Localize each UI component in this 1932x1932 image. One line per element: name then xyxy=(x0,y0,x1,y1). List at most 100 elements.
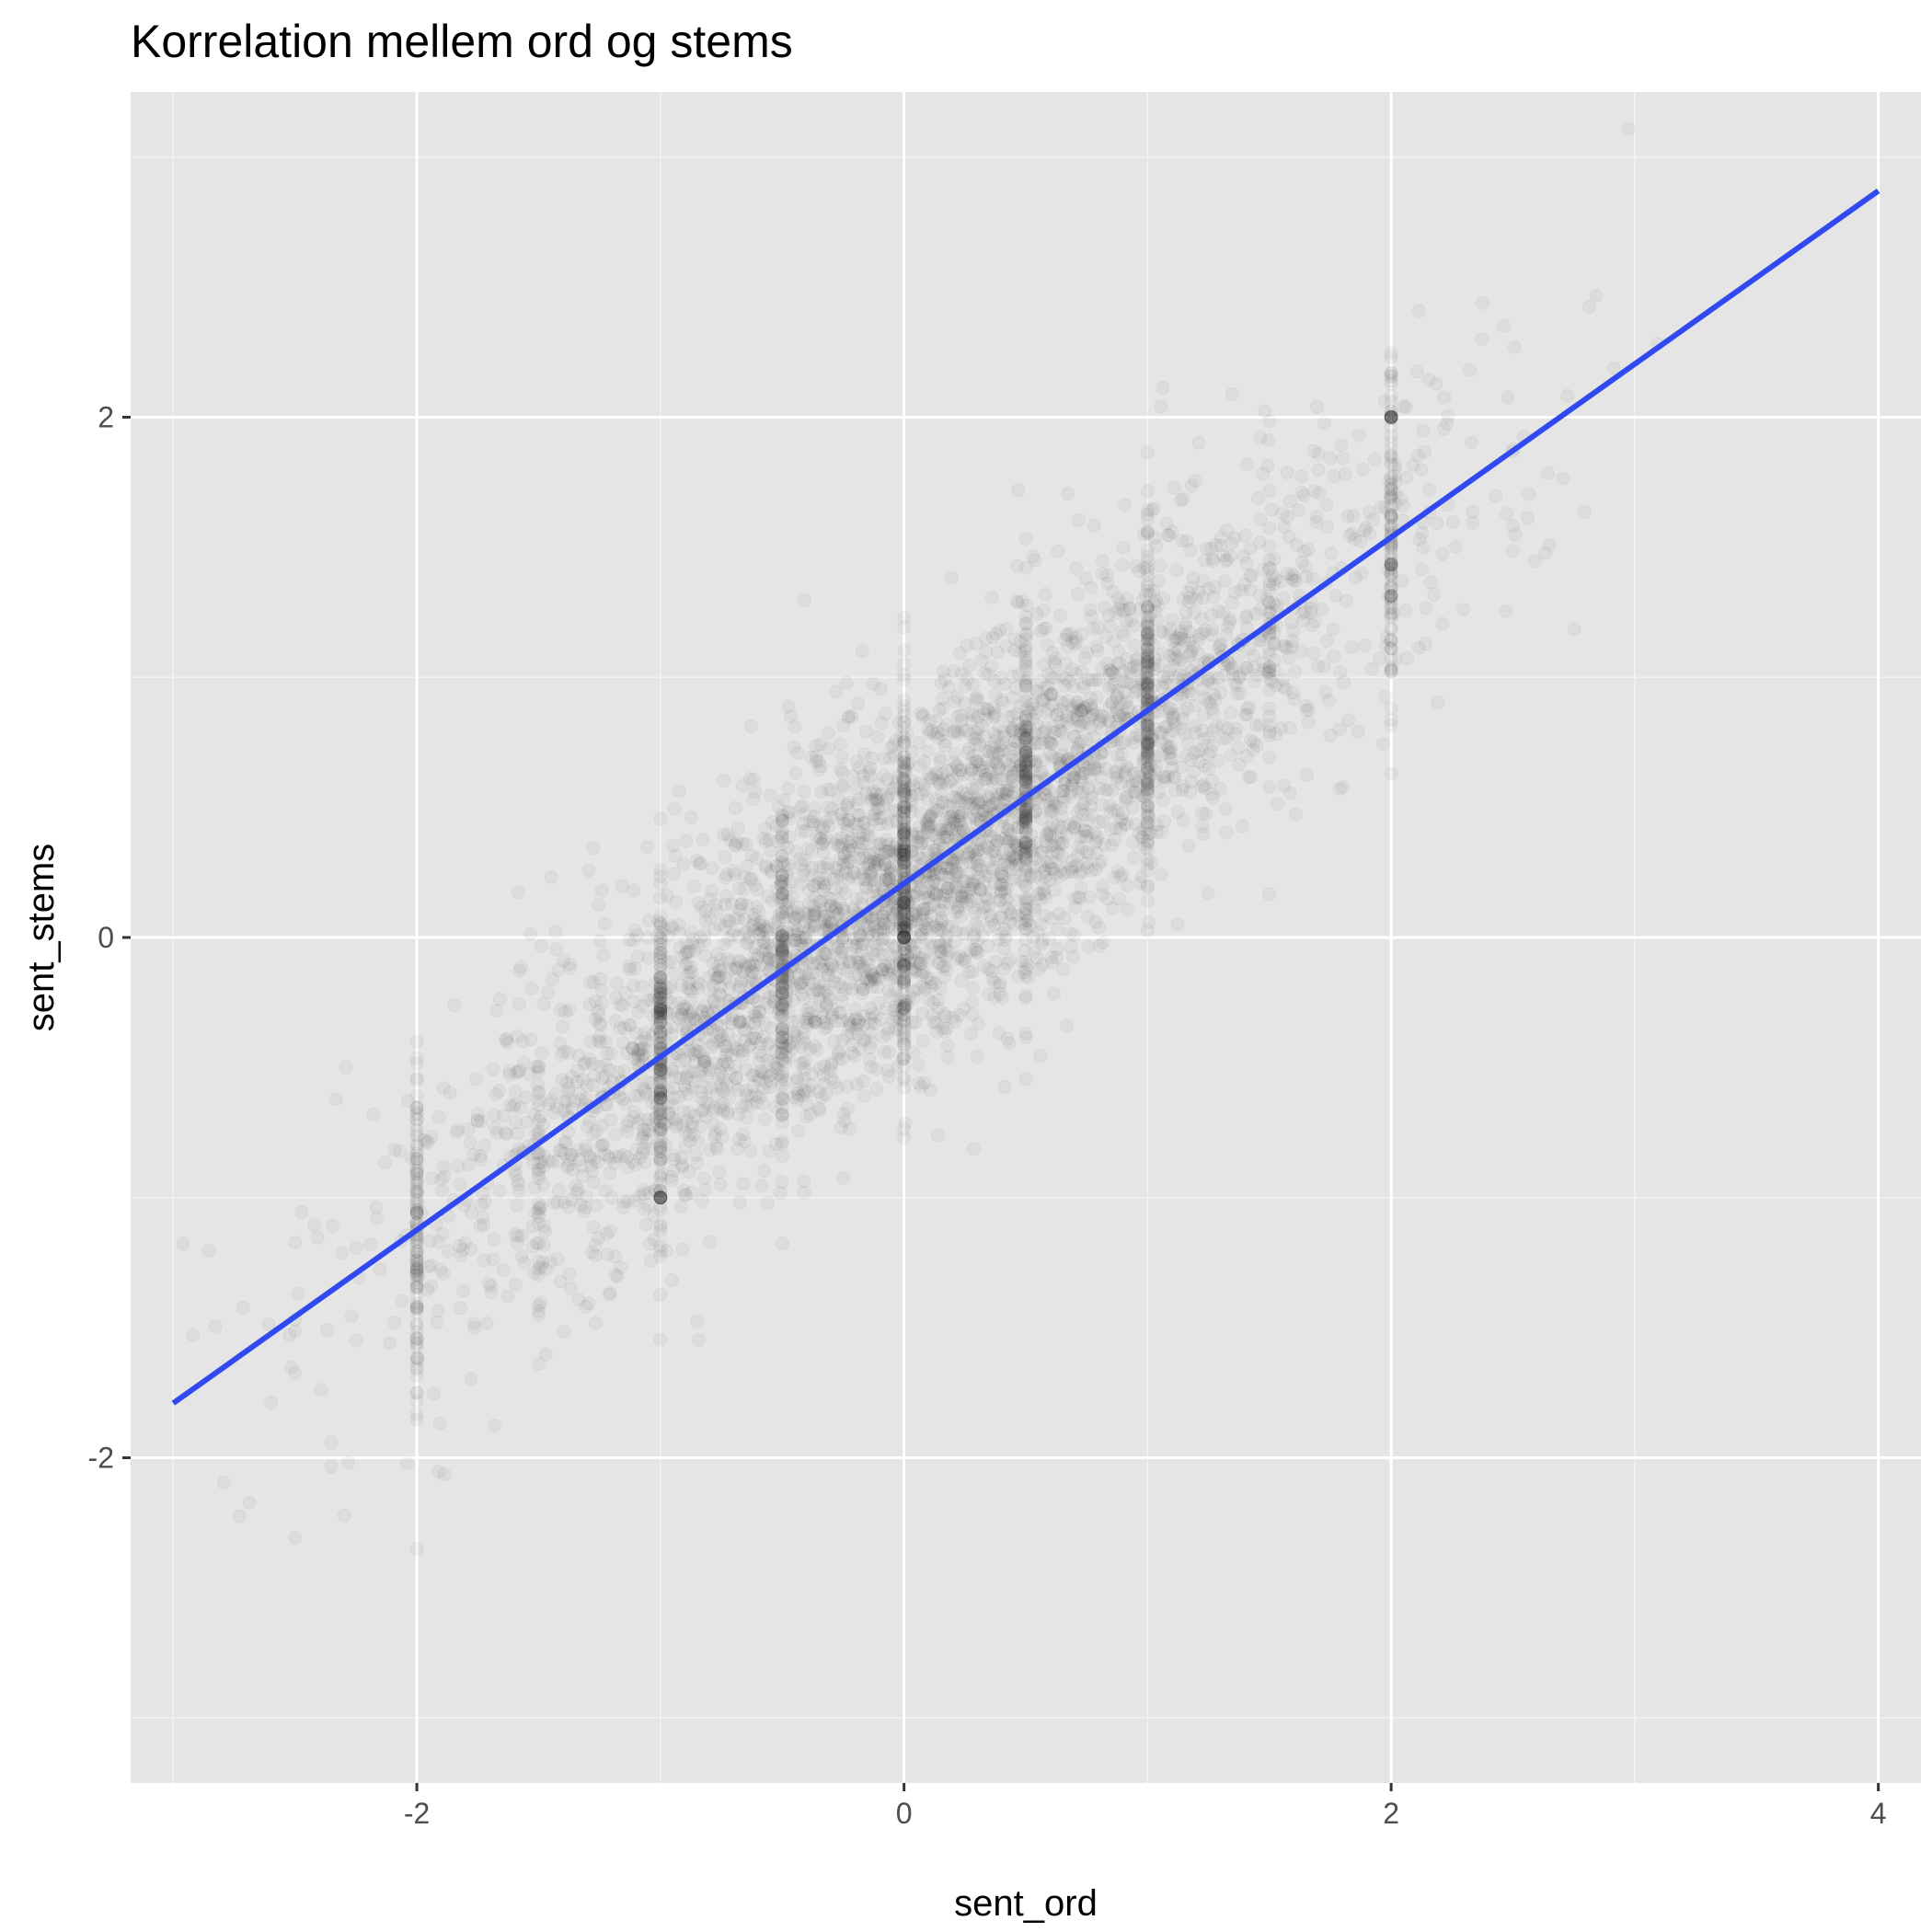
scatter-point xyxy=(399,1456,414,1470)
scatter-point xyxy=(1056,790,1071,805)
scatter-point xyxy=(409,1073,424,1087)
scatter-point xyxy=(288,1530,303,1545)
scatter-point xyxy=(1018,955,1033,970)
scatter-point xyxy=(1026,809,1041,823)
scatter-point xyxy=(1162,746,1177,761)
scatter-point xyxy=(942,775,957,789)
scatter-point xyxy=(616,1036,631,1050)
scatter-point xyxy=(890,913,903,927)
scatter-point xyxy=(1384,455,1398,469)
scatter-point xyxy=(1338,466,1352,481)
scatter-point xyxy=(453,1177,467,1191)
scatter-point xyxy=(1041,638,1054,652)
scatter-point xyxy=(1042,746,1057,761)
scatter-point xyxy=(433,1262,448,1277)
scatter-point xyxy=(963,866,978,880)
scatter-point xyxy=(997,677,1012,691)
scatter-point xyxy=(754,1179,769,1193)
scatter-point xyxy=(1239,749,1254,764)
scatter-point xyxy=(1076,796,1091,811)
scatter-point xyxy=(1019,914,1034,928)
scatter-point xyxy=(1112,891,1127,906)
scatter-point xyxy=(823,783,838,797)
scatter-point xyxy=(1100,891,1115,906)
scatter-point xyxy=(897,1081,912,1096)
scatter-point xyxy=(409,1202,424,1216)
scatter-point xyxy=(709,971,723,985)
scatter-point xyxy=(1018,749,1033,764)
scatter-point xyxy=(592,934,607,949)
scatter-point xyxy=(653,1202,668,1217)
scatter-point xyxy=(807,904,822,919)
scatter-point xyxy=(788,766,803,780)
scatter-point xyxy=(774,1074,788,1088)
scatter-point xyxy=(653,1332,668,1347)
scatter-point xyxy=(821,861,835,876)
scatter-point xyxy=(798,1053,812,1068)
scatter-point xyxy=(1501,390,1515,405)
scatter-point xyxy=(536,1238,551,1252)
scatter-point xyxy=(572,1152,587,1167)
scatter-point xyxy=(776,934,791,949)
scatter-point xyxy=(1017,842,1031,857)
scatter-point xyxy=(903,915,917,929)
scatter-point xyxy=(921,884,936,899)
scatter-point xyxy=(814,951,829,966)
scatter-point xyxy=(916,951,931,966)
scatter-point xyxy=(1219,730,1234,745)
scatter-point xyxy=(1196,591,1211,605)
scatter-point xyxy=(1310,509,1324,523)
scatter-point xyxy=(1023,705,1038,719)
scatter-point xyxy=(537,1219,552,1234)
scatter-point xyxy=(903,937,916,951)
scatter-point xyxy=(880,792,894,807)
scatter-point xyxy=(1018,641,1033,656)
scatter-point xyxy=(1140,809,1155,823)
scatter-point xyxy=(897,848,912,863)
scatter-point xyxy=(781,781,796,796)
scatter-point xyxy=(897,845,912,859)
scatter-point xyxy=(1435,616,1450,631)
scatter-point xyxy=(1030,718,1044,732)
scatter-point xyxy=(1140,893,1155,908)
scatter-point xyxy=(557,1324,571,1339)
scatter-point xyxy=(788,719,802,734)
scatter-point xyxy=(669,894,684,909)
scatter-point xyxy=(775,810,789,824)
scatter-point xyxy=(690,1314,705,1328)
scatter-point xyxy=(1384,434,1398,449)
scatter-point xyxy=(564,1192,579,1207)
scatter-point xyxy=(1104,805,1119,820)
scatter-point xyxy=(383,1336,397,1351)
scatter-point xyxy=(565,1070,580,1084)
scatter-point xyxy=(713,1178,728,1191)
scatter-point xyxy=(816,845,831,860)
scatter-point xyxy=(1206,554,1221,569)
scatter-point xyxy=(1057,776,1072,791)
scatter-point xyxy=(1084,799,1098,814)
scatter-point xyxy=(707,1130,722,1144)
scatter-point xyxy=(1055,962,1070,976)
scatter-point xyxy=(1083,710,1098,725)
scatter-point xyxy=(1071,587,1085,602)
scatter-point xyxy=(1462,362,1477,377)
scatter-point xyxy=(1249,668,1264,683)
scatter-point xyxy=(668,966,683,981)
scatter-point xyxy=(1301,715,1316,730)
scatter-point xyxy=(1085,786,1099,800)
scatter-point xyxy=(1296,489,1311,503)
scatter-point xyxy=(1140,805,1155,820)
scatter-point xyxy=(409,1176,424,1190)
scatter-point xyxy=(232,1509,247,1524)
scatter-point xyxy=(512,1183,526,1198)
scatter-point xyxy=(1157,814,1171,829)
scatter-point xyxy=(349,1333,363,1348)
scatter-point xyxy=(1489,489,1503,503)
scatter-point xyxy=(561,1045,576,1060)
scatter-point xyxy=(1077,650,1092,665)
scatter-point xyxy=(443,1086,457,1100)
scatter-point xyxy=(923,1083,937,1098)
scatter-point xyxy=(1050,941,1064,956)
scatter-point xyxy=(1507,339,1522,354)
scatter-point xyxy=(1070,805,1085,820)
